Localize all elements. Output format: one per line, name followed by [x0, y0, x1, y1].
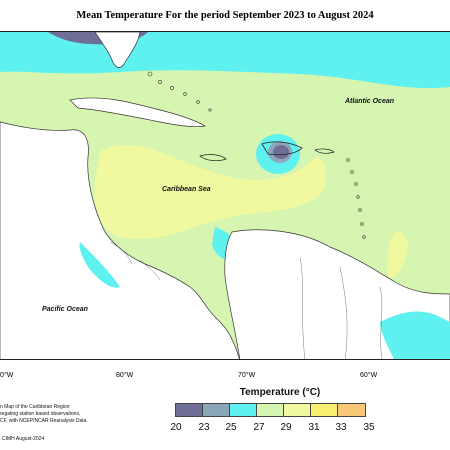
legend-swatch-1: [203, 404, 230, 416]
lon-tick-0: 0°W: [0, 372, 14, 379]
legend-swatch-0: [176, 404, 203, 416]
label-caribbean-sea: Caribbean Sea: [162, 186, 211, 193]
legend-labels: 20 23 25 27 29 31 33 35: [165, 422, 380, 434]
legend-colorbar: [175, 403, 366, 417]
map-panel: Atlantic Ocean Caribbean Sea Pacific Oce…: [0, 31, 450, 360]
caribbean-warm-zone: [94, 145, 327, 239]
legend-label-5: 31: [308, 422, 320, 433]
legend-label-1: 23: [198, 422, 210, 433]
label-pacific-ocean: Pacific Ocean: [42, 306, 88, 313]
guiana-coast-cool: [380, 311, 450, 359]
map-footnote: n Map of the Caribbean Region regating s…: [0, 404, 150, 425]
lon-tick-60w: 60°W: [360, 372, 378, 379]
footnote-line-2: regating station based observations,: [0, 411, 81, 417]
footnote-line-1: n Map of the Caribbean Region: [0, 404, 70, 410]
temperature-map: Atlantic Ocean Caribbean Sea Pacific Oce…: [0, 32, 450, 359]
jamaica-outline: [199, 154, 227, 162]
lesser-antilles-islands: [346, 158, 366, 239]
legend-swatch-2: [230, 404, 257, 416]
hispaniola-cold-core: [273, 145, 289, 159]
pacific-coast-cool: [79, 242, 120, 288]
map-title: Mean Temperature For the period Septembe…: [76, 10, 374, 21]
florida-land: [94, 32, 141, 68]
legend-label-0: 20: [170, 422, 182, 433]
legend-label-4: 29: [280, 422, 292, 433]
legend-swatch-3: [257, 404, 284, 416]
puerto-rico-outline: [314, 148, 335, 154]
lon-tick-80w: 80°W: [116, 372, 134, 379]
legend-title: Temperature (°C): [239, 387, 321, 398]
country-borders: [109, 241, 383, 359]
map-credit: CIMH August-2024: [2, 436, 45, 442]
legend-label-3: 27: [253, 422, 265, 433]
label-atlantic-ocean: Atlantic Ocean: [344, 98, 394, 105]
legend-label-7: 35: [363, 422, 375, 433]
legend-swatch-5: [311, 404, 338, 416]
lon-tick-70w: 70°W: [238, 372, 256, 379]
footnote-line-3: CF, with NCEP/NCAR Reanalysis Data.: [0, 418, 88, 424]
legend-swatch-4: [284, 404, 311, 416]
legend-swatch-6: [338, 404, 365, 416]
hispaniola-outline: [261, 141, 303, 156]
legend-label-6: 33: [335, 422, 347, 433]
legend-label-2: 25: [225, 422, 237, 433]
bahamas-islands: [147, 71, 212, 112]
cuba-island: [69, 97, 206, 128]
guiana-warm-zone: [387, 231, 408, 279]
